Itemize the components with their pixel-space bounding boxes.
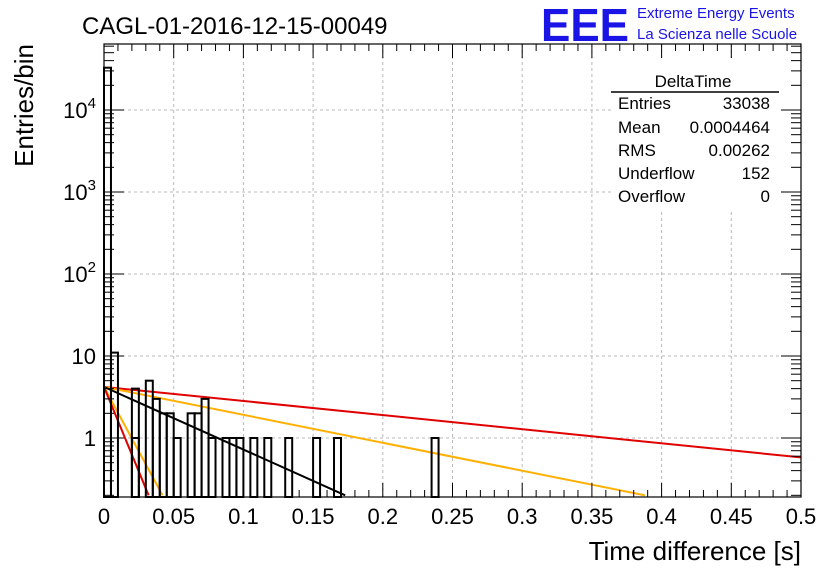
x-tick-label: 0 [98, 504, 110, 529]
histogram-bin [221, 437, 231, 498]
y-tick-label: 102 [63, 259, 96, 287]
x-tick-label: 0.05 [152, 504, 195, 529]
y-axis-label: Entries/bin [9, 44, 39, 167]
histogram-bin [284, 437, 294, 498]
histogram-bin [312, 437, 322, 498]
fit-line [103, 385, 802, 459]
histogram-bin [249, 437, 259, 498]
histogram-bin [430, 437, 440, 498]
histogram-bin [193, 412, 203, 499]
y-tick-labels: 1 10 102 103 104 [63, 95, 96, 451]
y-tick-label: 103 [63, 177, 96, 205]
stats-label-rms: RMS [618, 141, 656, 160]
fit-line [103, 385, 646, 497]
stats-box-bg [611, 58, 779, 210]
histogram-bin [165, 412, 175, 499]
stats-label-mean: Mean [618, 118, 661, 137]
x-axis-label: Time difference [s] [589, 536, 801, 566]
logo-mark: EEE [541, 0, 629, 51]
y-tick-label: 104 [63, 95, 96, 123]
y-tick-label: 10 [72, 344, 96, 369]
x-tick-label: 0.3 [507, 504, 538, 529]
x-tick-label: 0.1 [228, 504, 259, 529]
stats-title: DeltaTime [655, 72, 732, 91]
stats-value-mean: 0.0004464 [690, 118, 770, 137]
histogram-bin [207, 437, 217, 498]
histogram-bin [263, 437, 273, 498]
x-tick-label: 0.35 [570, 504, 613, 529]
x-tick-label: 0.15 [292, 504, 335, 529]
histogram-bin [172, 437, 182, 498]
x-tick-label: 0.2 [368, 504, 399, 529]
logo-line-2: La Scienza nelle Scuole [637, 26, 797, 43]
stats-value-overflow: 0 [761, 187, 770, 206]
y-tick-label: 1 [84, 426, 96, 451]
stats-value-underflow: 152 [742, 164, 770, 183]
histogram-bin [130, 387, 140, 498]
eee-logo: EEE Extreme Energy Events La Scienza nel… [541, 0, 797, 51]
histogram-bin [158, 412, 168, 499]
x-tick-labels: 0 0.05 0.1 0.15 0.2 0.25 0.3 0.35 0.4 0.45 0.5 [98, 504, 816, 529]
x-tick-label: 0.25 [431, 504, 474, 529]
grid [104, 44, 801, 497]
stats-label-overflow: Overflow [618, 187, 686, 206]
histogram-bin [144, 379, 154, 498]
histogram-bins [103, 66, 440, 499]
stats-label-underflow: Underflow [618, 164, 695, 183]
x-tick-label: 0.45 [710, 504, 753, 529]
fit-lines [103, 385, 802, 497]
logo-line-1: Extreme Energy Events [637, 5, 795, 22]
axis-ticks [103, 44, 802, 497]
stats-value-entries: 33038 [723, 94, 770, 113]
histogram-bin [333, 437, 342, 498]
x-tick-label: 0.4 [646, 504, 677, 529]
chart-title: CAGL-01-2016-12-15-00049 [82, 13, 388, 40]
stats-value-rms: 0.00262 [709, 141, 770, 160]
x-tick-label: 0.5 [786, 504, 817, 529]
stats-box: DeltaTime Entries 33038 Mean 0.0004464 R… [611, 58, 779, 210]
stats-label-entries: Entries [618, 94, 671, 113]
histogram-bin [200, 397, 210, 499]
fit-line [103, 385, 346, 497]
